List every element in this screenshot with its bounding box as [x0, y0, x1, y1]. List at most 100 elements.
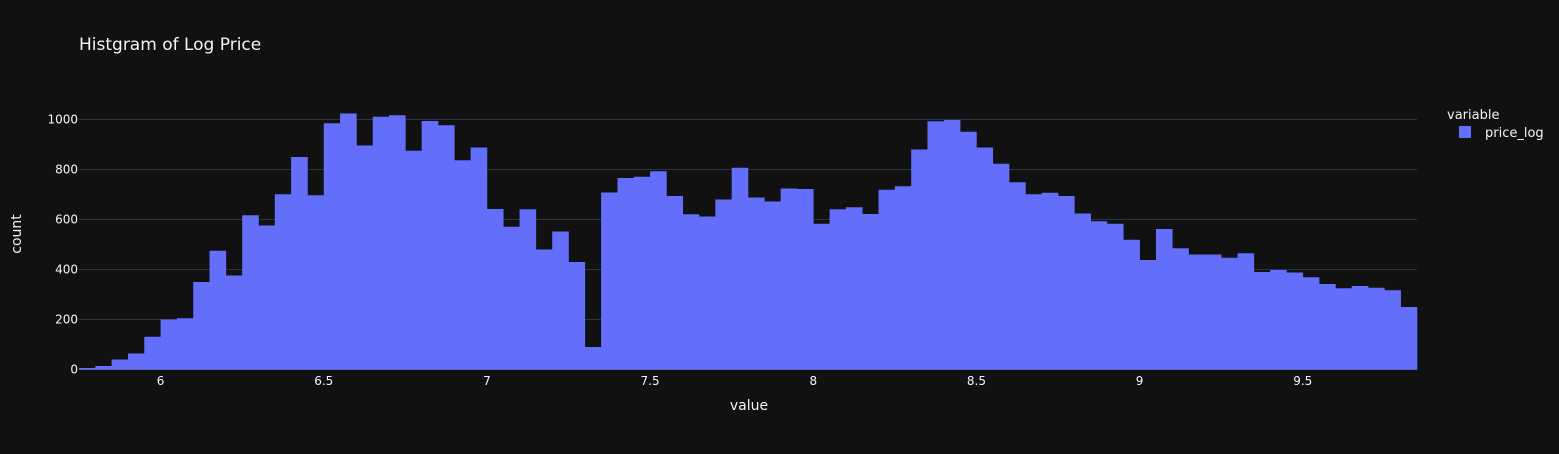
histogram-bar[interactable]: [1400, 307, 1418, 370]
histogram-bar[interactable]: [715, 199, 732, 370]
y-axis: 0 200 400 600 800 1000: [47, 113, 78, 377]
histogram-bar[interactable]: [519, 209, 537, 370]
histogram-bar[interactable]: [1106, 223, 1124, 370]
histogram-bar[interactable]: [960, 131, 977, 370]
x-tick-label: 7.5: [641, 374, 660, 388]
histogram-bar[interactable]: [421, 121, 439, 370]
histogram-bar[interactable]: [356, 145, 374, 370]
histogram-bar[interactable]: [486, 209, 504, 370]
histogram-bar[interactable]: [1237, 253, 1255, 370]
histogram-bar[interactable]: [1058, 196, 1075, 370]
histogram-bar[interactable]: [193, 282, 210, 370]
histogram-bar[interactable]: [1090, 221, 1108, 370]
histogram-bar[interactable]: [552, 231, 569, 370]
histogram-bar[interactable]: [617, 178, 635, 370]
histogram-bar[interactable]: [127, 353, 145, 370]
histogram-bar[interactable]: [1270, 270, 1287, 370]
x-tick-label: 6.5: [314, 374, 333, 388]
histogram-bar[interactable]: [1368, 287, 1385, 370]
histogram-bar[interactable]: [323, 123, 341, 370]
legend: variable price_log: [1447, 108, 1544, 141]
histogram-bar[interactable]: [845, 207, 863, 370]
histogram-bar[interactable]: [911, 149, 928, 370]
x-tick-label: 8: [809, 374, 817, 388]
x-tick-label: 7: [483, 374, 491, 388]
histogram-bar[interactable]: [976, 147, 994, 370]
histogram-bar[interactable]: [1155, 229, 1173, 370]
histogram-bar[interactable]: [1009, 182, 1026, 370]
x-tick-label: 6: [157, 374, 165, 388]
histogram-bar[interactable]: [699, 216, 716, 370]
histogram-bar[interactable]: [111, 359, 129, 370]
histogram-bar[interactable]: [176, 318, 194, 370]
histogram-bar[interactable]: [242, 215, 259, 370]
histogram-bar[interactable]: [878, 189, 896, 370]
histogram-bar[interactable]: [95, 366, 112, 370]
histogram-bar[interactable]: [1319, 284, 1336, 370]
histogram-bar[interactable]: [258, 225, 276, 370]
histogram-bar[interactable]: [1204, 254, 1222, 370]
histogram-bar[interactable]: [79, 368, 96, 370]
histogram-bar[interactable]: [389, 115, 406, 370]
y-axis-title: count: [9, 214, 25, 254]
x-tick-label: 9.5: [1293, 374, 1312, 388]
histogram-bar[interactable]: [862, 214, 879, 370]
histogram-bar[interactable]: [633, 176, 651, 370]
histogram-bar[interactable]: [1384, 290, 1401, 370]
y-tick-label: 600: [55, 213, 78, 227]
histogram-bar[interactable]: [813, 223, 830, 370]
histogram-bar[interactable]: [454, 160, 471, 370]
histogram-bar[interactable]: [1286, 272, 1304, 370]
histogram-bar[interactable]: [682, 214, 700, 370]
histogram-bar[interactable]: [1302, 277, 1320, 370]
histogram-bar[interactable]: [992, 163, 1010, 370]
histogram-bar[interactable]: [1041, 192, 1059, 370]
histogram-bar[interactable]: [291, 157, 308, 370]
bars[interactable]: [79, 113, 1418, 370]
histogram-bar[interactable]: [1351, 286, 1369, 370]
x-tick-label: 8.5: [967, 374, 986, 388]
histogram-bar[interactable]: [307, 195, 325, 370]
histogram-bar[interactable]: [780, 188, 798, 370]
histogram-bar[interactable]: [650, 171, 667, 370]
histogram-bar[interactable]: [225, 275, 243, 370]
histogram-bar[interactable]: [372, 116, 390, 370]
histogram-bar[interactable]: [927, 121, 945, 370]
y-tick-label: 400: [55, 263, 78, 277]
histogram-bar[interactable]: [796, 189, 814, 370]
histogram-bar[interactable]: [1139, 260, 1157, 370]
legend-item-price-log[interactable]: price_log: [1459, 126, 1544, 141]
histogram-bar[interactable]: [731, 167, 749, 370]
histogram-bar[interactable]: [584, 347, 602, 370]
histogram-bar[interactable]: [274, 194, 292, 370]
histogram-bar[interactable]: [666, 196, 684, 370]
histogram-bar[interactable]: [1335, 288, 1353, 370]
histogram-bar[interactable]: [1074, 213, 1091, 370]
histogram-bar[interactable]: [503, 226, 520, 370]
histogram-bar[interactable]: [1025, 194, 1043, 370]
histogram-bar[interactable]: [437, 125, 455, 370]
histogram-bar[interactable]: [568, 262, 586, 370]
histogram-bar[interactable]: [748, 197, 765, 370]
histogram-bar[interactable]: [829, 209, 847, 370]
histogram-bar[interactable]: [535, 249, 553, 370]
x-axis-title: value: [730, 398, 768, 414]
histogram-bar[interactable]: [1123, 239, 1140, 370]
histogram-bar[interactable]: [405, 150, 422, 370]
histogram-bar[interactable]: [470, 147, 488, 370]
histogram-bar[interactable]: [144, 336, 161, 370]
histogram-bar[interactable]: [1172, 248, 1189, 370]
histogram-bar[interactable]: [1188, 254, 1206, 370]
histogram-bar[interactable]: [943, 120, 961, 370]
histogram-bar[interactable]: [601, 192, 618, 370]
legend-title: variable: [1447, 108, 1499, 123]
histogram-bar[interactable]: [894, 186, 912, 370]
histogram-bar[interactable]: [160, 319, 178, 370]
histogram-bar[interactable]: [1221, 257, 1238, 370]
histogram-bar[interactable]: [209, 250, 227, 370]
histogram-bar[interactable]: [1253, 272, 1271, 370]
histogram-bar[interactable]: [764, 201, 781, 370]
histogram-bar[interactable]: [340, 113, 357, 370]
